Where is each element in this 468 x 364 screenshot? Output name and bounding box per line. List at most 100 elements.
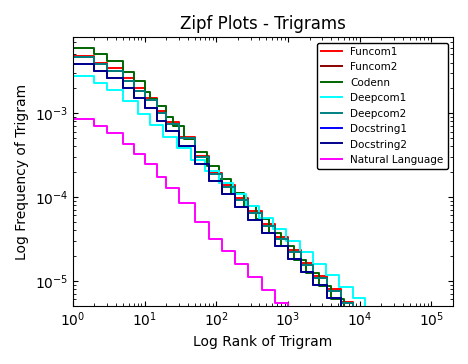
Docstring2 [324,296,330,300]
Deepcom1 [217,181,222,185]
Funcom2 [246,210,251,215]
Deepcom1 [174,146,180,150]
Docstring1 [219,191,225,196]
Codenn [341,323,347,327]
Codenn [104,59,110,63]
Line: Docstring1: Docstring1 [73,64,444,364]
Docstring2 [70,62,76,67]
Funcom1 [154,109,160,114]
Docstring1 [120,86,126,91]
Docstring1 [298,270,303,274]
Funcom1 [272,235,278,240]
Docstring1 [192,162,197,167]
Funcom1 [379,323,384,327]
Docstring2 [163,129,169,134]
Funcom1 [131,86,136,90]
Deepcom1 [160,134,166,139]
Funcom2 [206,172,212,176]
Funcom2 [338,301,344,305]
Line: Docstring2: Docstring2 [73,64,388,325]
Deepcom2 [350,315,356,319]
Codenn [205,163,210,168]
Deepcom1 [310,262,315,266]
Deepcom1 [104,88,110,92]
Line: Deepcom1: Deepcom1 [73,76,431,344]
Codenn [120,70,126,74]
Natural Language [163,186,169,190]
Deepcom2 [131,88,136,93]
Funcom1 [246,209,251,213]
Funcom1 [324,287,330,291]
Docstring1 [246,218,251,222]
Funcom2 [285,249,291,254]
Funcom1 [310,274,315,278]
Funcom2 [272,237,278,241]
Funcom1 [259,222,264,226]
Funcom2 [176,136,182,141]
Funcom2 [104,68,110,73]
Deepcom1 [92,80,97,85]
Codenn [170,124,176,128]
Funcom1 [120,76,126,80]
Natural Language [324,353,330,357]
Natural Language [154,175,160,179]
Deepcom1 [189,158,194,162]
Line: Natural Language: Natural Language [73,119,444,364]
Deepcom1 [147,123,153,127]
Codenn [92,52,97,57]
Deepcom1 [120,99,126,103]
Docstring2 [131,96,136,100]
Funcom2 [131,88,136,93]
Docstring2 [285,257,291,261]
Codenn [142,90,147,94]
Natural Language [92,124,97,128]
Docstring1 [285,257,291,261]
Codenn [217,177,222,182]
Funcom2 [92,62,97,67]
Docstring2 [104,75,110,80]
Deepcom1 [271,227,276,231]
Docstring2 [259,231,264,235]
Funcom2 [192,155,197,159]
Natural Language [192,219,197,224]
Natural Language [120,142,126,146]
Deepcom1 [350,296,356,300]
Docstring2 [350,321,356,325]
Codenn [70,46,76,50]
Funcom2 [142,98,147,103]
Deepcom1 [202,169,208,174]
Funcom2 [350,315,356,319]
Docstring2 [272,244,278,248]
Docstring1 [104,75,110,80]
Docstring2 [92,69,97,74]
Funcom1 [176,135,182,139]
Deepcom2 [324,289,330,293]
Docstring2 [192,162,197,167]
Docstring1 [370,334,375,338]
Docstring2 [246,218,251,222]
Deepcom1 [297,250,302,254]
Natural Language [246,275,251,280]
Docstring2 [206,179,212,183]
Funcom1 [285,248,291,252]
Deepcom1 [396,341,402,346]
Codenn [316,284,322,288]
Funcom1 [70,54,76,58]
Funcom2 [219,184,225,189]
Docstring1 [310,283,315,287]
Docstring1 [350,321,356,325]
Deepcom2 [363,323,368,327]
Title: Zipf Plots - Trigrams: Zipf Plots - Trigrams [180,15,346,33]
Natural Language [285,314,291,318]
Deepcom1 [413,341,418,346]
Deepcom2 [219,184,225,189]
Funcom1 [104,66,110,71]
Funcom2 [363,323,368,327]
Natural Language [219,249,225,253]
Funcom2 [259,223,264,228]
Deepcom2 [154,111,160,115]
Deepcom2 [379,323,384,327]
Codenn [154,104,160,108]
Funcom1 [232,196,237,200]
Docstring1 [338,308,344,313]
